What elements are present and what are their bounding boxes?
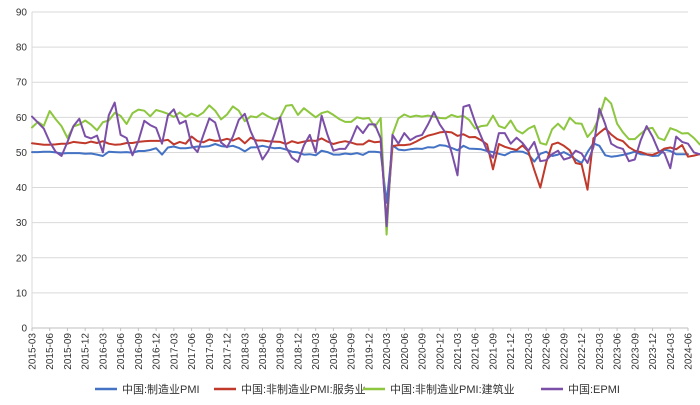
x-tick-label: 2023-06 [613, 333, 624, 370]
x-tick-label: 2022-03 [524, 333, 535, 370]
series-line-2 [31, 96, 700, 236]
y-tick-label: 80 [16, 43, 28, 54]
x-tick-label: 2017-06 [187, 333, 198, 370]
x-tick-label: 2021-03 [453, 333, 464, 370]
x-tick-label: 2022-12 [577, 333, 588, 370]
y-tick-label: 30 [16, 218, 28, 229]
y-tick-label: 0 [21, 324, 27, 335]
x-tick-label: 2015-09 [63, 333, 74, 370]
x-tick-label: 2018-06 [258, 333, 269, 370]
series-line-0 [31, 142, 689, 204]
x-tick-label: 2022-06 [542, 333, 553, 370]
x-tick-label: 2016-12 [152, 333, 163, 370]
x-tick-label: 2019-09 [347, 333, 358, 370]
y-axis: 0 10 20 30 40 50 60 70 80 90 [16, 8, 33, 335]
y-tick-label: 90 [16, 8, 28, 19]
x-tick-label: 2015-06 [45, 333, 56, 370]
x-tick-label: 2017-12 [223, 333, 234, 370]
y-tick-label: 20 [16, 253, 28, 264]
x-tick-label: 2017-09 [205, 333, 216, 370]
legend-label-1: 中国:非制造业PMI:服务业 [241, 382, 366, 396]
y-tick-label: 50 [16, 148, 28, 159]
x-tick-label: 2021-09 [488, 333, 499, 370]
x-tick-label: 2016-06 [116, 333, 127, 370]
x-tick-label: 2016-03 [98, 333, 109, 370]
x-tick-label: 2020-06 [400, 333, 411, 370]
x-tick-label: 2024-06 [684, 333, 695, 370]
x-tick-label: 2023-03 [595, 333, 606, 370]
gridlines [32, 11, 688, 329]
y-tick-label: 10 [16, 288, 28, 299]
series-line-3 [31, 101, 700, 228]
x-tick-label: 2021-06 [471, 333, 482, 370]
x-axis: 2015-03 2015-06 2015-09 2015-12 2016-03 2016-… [28, 327, 695, 370]
y-tick-label: 60 [16, 113, 28, 124]
x-tick-label: 2018-12 [293, 333, 304, 370]
x-tick-label: 2015-12 [81, 333, 92, 370]
x-tick-label: 2019-06 [329, 333, 340, 370]
y-tick-label: 40 [16, 183, 28, 194]
legend-label-2: 中国:非制造业PMI:建筑业 [390, 382, 515, 396]
x-tick-label: 2017-03 [169, 333, 180, 370]
x-tick-label: 2023-09 [630, 333, 641, 370]
x-tick-label: 2021-12 [506, 333, 517, 370]
legend-label-3: 中国:EPMI [568, 383, 620, 396]
x-tick-label: 2015-03 [28, 333, 39, 370]
x-tick-label: 2018-03 [240, 333, 251, 370]
legend-label-0: 中国:制造业PMI [122, 382, 200, 396]
x-tick-label: 2019-12 [364, 333, 375, 370]
series-lines [31, 96, 700, 236]
x-tick-label: 2020-03 [382, 333, 393, 370]
x-tick-label: 2019-03 [311, 333, 322, 370]
x-tick-label: 2023-12 [648, 333, 659, 370]
x-tick-label: 2024-03 [666, 333, 677, 370]
x-tick-label: 2016-09 [134, 333, 145, 370]
x-tick-label: 2018-09 [276, 333, 287, 370]
series-line-1 [31, 127, 700, 224]
x-tick-label: 2022-09 [559, 333, 570, 370]
legend: 中国:制造业PMI 中国:非制造业PMI:服务业 中国:非制造业PMI:建筑业 中国:… [95, 382, 620, 396]
y-tick-label: 70 [16, 78, 28, 89]
x-tick-label: 2020-12 [435, 333, 446, 370]
x-tick-label: 2020-09 [418, 333, 429, 370]
